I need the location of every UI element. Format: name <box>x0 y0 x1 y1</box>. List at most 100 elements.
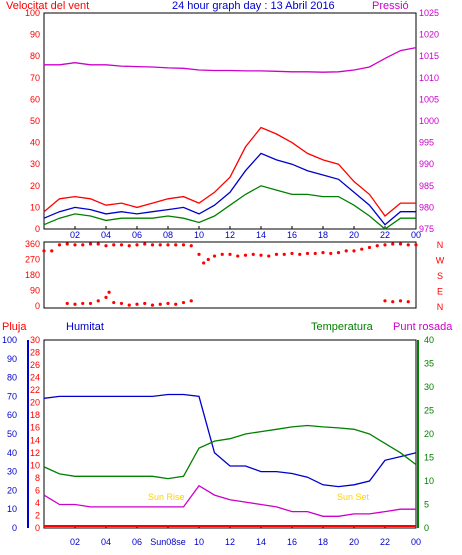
humidity-y-tick: 100 <box>2 335 17 345</box>
direction-point <box>166 301 170 306</box>
temperature-y-tick: 0 <box>424 523 429 533</box>
rain-y-tick: 4 <box>35 498 40 508</box>
humidity-x-tick: 22 <box>380 537 390 547</box>
direction-point <box>112 300 116 305</box>
direction-point <box>112 243 116 247</box>
direction-point <box>104 244 108 248</box>
direction-point <box>127 244 131 248</box>
wind-x-tick: 04 <box>101 230 111 240</box>
temperature-y-tick: 15 <box>424 453 434 463</box>
wind-y-tick: 100 <box>25 8 40 18</box>
wind-x-tick: 20 <box>349 230 359 240</box>
direction-point <box>243 253 248 257</box>
direction-point <box>150 303 155 307</box>
humidity-y-tick: 40 <box>7 448 17 458</box>
direction-point <box>298 252 302 256</box>
direction-point <box>375 244 379 248</box>
humidity-x-tick: 04 <box>101 537 111 547</box>
rain-y-tick: 24 <box>30 373 40 383</box>
sunset-label: Sun Set <box>337 492 370 502</box>
pressure-y-tick: 975 <box>419 224 434 234</box>
direction-point <box>383 243 387 247</box>
humidity-x-tick: Sun08se <box>150 537 186 547</box>
direction-point <box>158 302 162 306</box>
wind-speed-label: Velocitat del vent <box>6 0 89 12</box>
direction-point <box>197 252 201 256</box>
direction-point <box>104 295 108 299</box>
direction-point <box>81 301 85 306</box>
direction-point <box>383 299 387 303</box>
humidity-y-tick: 0 <box>12 523 17 533</box>
direction-point <box>50 249 54 253</box>
direction-point <box>259 253 263 257</box>
direction-point <box>127 303 131 307</box>
wind-y-tick: 90 <box>30 30 40 40</box>
direction-point <box>42 249 46 253</box>
direction-point <box>360 247 364 251</box>
direction-y-tick: 90 <box>30 286 40 296</box>
temperature-y-tick: 35 <box>424 359 434 369</box>
pressure-line <box>44 46 417 73</box>
direction-point <box>406 243 410 247</box>
direction-point <box>344 249 348 253</box>
direction-y-tick: 270 <box>25 255 40 265</box>
rain-y-tick: 16 <box>30 423 40 433</box>
wind-panel-frame <box>43 12 417 230</box>
direction-y-tick: 180 <box>25 270 40 280</box>
wind-y-tick: 0 <box>35 224 40 234</box>
direction-point <box>81 243 85 247</box>
direction-point <box>181 300 186 305</box>
direction-point <box>174 302 178 306</box>
rain-y-tick: 10 <box>30 460 40 470</box>
direction-point <box>88 301 93 306</box>
rain-y-tick: 14 <box>30 435 40 445</box>
chart-title: 24 hour graph day : 13 Abril 2016 <box>172 0 335 12</box>
direction-point <box>202 261 206 265</box>
temperature-y-tick: 20 <box>424 429 434 439</box>
direction-point <box>329 251 333 256</box>
humidity-y-tick: 50 <box>7 429 17 439</box>
pressure-y-tick: 1020 <box>419 30 439 40</box>
pressure-y-tick: 985 <box>419 181 434 191</box>
direction-point <box>73 302 77 306</box>
direction-point <box>135 243 139 247</box>
legend-humidity: Humitat <box>66 321 104 333</box>
compass-label: N <box>437 240 444 250</box>
wind-x-tick: 00 <box>411 230 421 240</box>
dewpoint-line <box>43 484 416 517</box>
rain-y-tick: 2 <box>35 510 40 520</box>
rain-y-tick: 18 <box>30 410 40 420</box>
compass-label: E <box>437 287 443 297</box>
wind-x-tick: 08 <box>163 230 173 240</box>
wind-x-tick: 14 <box>256 230 266 240</box>
direction-y-tick: 360 <box>25 239 40 249</box>
humidity-y-tick: 20 <box>7 485 17 495</box>
humidity-x-tick: 02 <box>70 537 80 547</box>
humidity-x-tick: 00 <box>411 537 421 547</box>
humidity-x-tick: 16 <box>287 537 297 547</box>
rain-y-tick: 26 <box>30 360 40 370</box>
direction-point <box>166 243 170 247</box>
humidity-x-tick: 06 <box>132 537 142 547</box>
wind-y-tick: 20 <box>30 181 40 191</box>
temperature-y-tick: 25 <box>424 406 434 416</box>
direction-point <box>65 242 69 246</box>
direction-point <box>305 251 310 256</box>
direction-point <box>107 290 111 294</box>
direction-point <box>174 243 178 247</box>
temperature-y-tick: 40 <box>424 335 434 345</box>
pressure-y-tick: 1005 <box>419 94 439 104</box>
direction-point <box>391 300 395 304</box>
rain-y-tick: 22 <box>30 385 40 395</box>
direction-y-tick: 0 <box>35 301 40 311</box>
wind-x-tick: 10 <box>194 230 204 240</box>
humidity-y-tick: 30 <box>7 467 17 477</box>
direction-point <box>119 243 124 247</box>
rain-y-tick: 6 <box>35 485 40 495</box>
sunrise-label: Sun Rise <box>148 492 185 502</box>
direction-point <box>414 243 418 247</box>
pressure-y-tick: 980 <box>419 202 434 212</box>
direction-point <box>150 243 155 247</box>
rain-y-tick: 12 <box>30 448 40 458</box>
